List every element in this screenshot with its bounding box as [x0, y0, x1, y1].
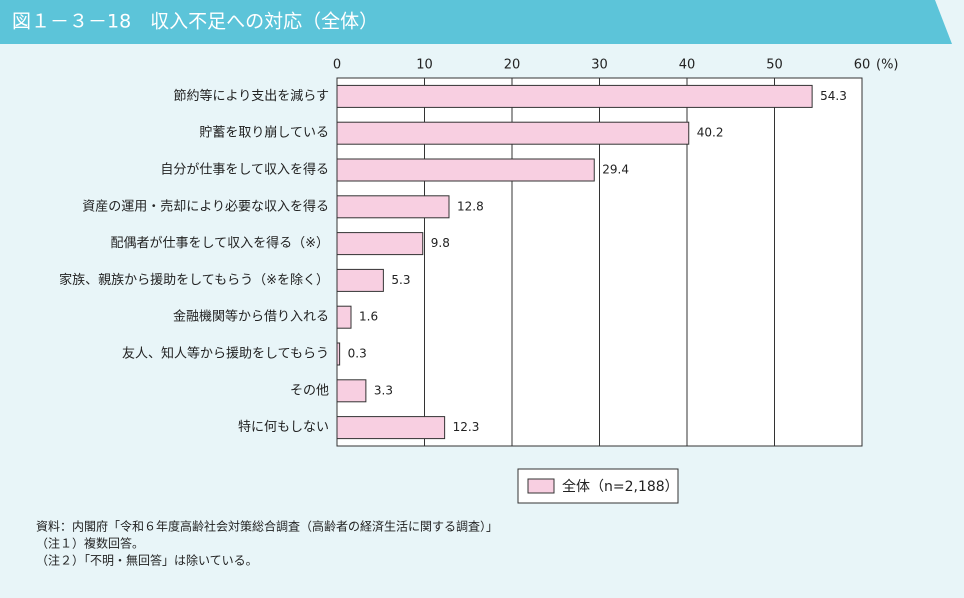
category-label: 配偶者が仕事をして収入を得る（※）: [110, 235, 329, 251]
bar: [336, 195, 450, 219]
bar: [336, 342, 341, 366]
bar: [336, 268, 384, 292]
value-label: 3.3: [374, 383, 393, 397]
x-tick-label: 60: [854, 58, 871, 73]
value-label: 40.2: [697, 126, 724, 140]
x-tick-label: 40: [679, 58, 696, 73]
x-tick-label: 50: [766, 58, 783, 73]
category-label: 自分が仕事をして収入を得る: [160, 162, 329, 178]
category-label: 金融機関等から借り入れる: [173, 309, 329, 325]
value-label: 29.4: [602, 163, 629, 177]
bar: [336, 416, 446, 440]
category-label: 家族、親族から援助をしてもらう（※を除く）: [59, 272, 329, 288]
note: 資料：内閣府「令和６年度高齢社会対策総合調査（高齢者の経済生活に関する調査）」: [36, 519, 498, 534]
value-label: 1.6: [359, 310, 378, 324]
note: （注１）複数回答。: [36, 536, 144, 551]
note: （注２）「不明・無回答」は除いている。: [36, 553, 258, 568]
category-label: その他: [290, 383, 329, 398]
category-label: 貯蓄を取り崩している: [199, 126, 329, 141]
legend-swatch: [527, 478, 555, 494]
x-axis-unit: (%): [876, 58, 899, 73]
category-label: 節約等により支出を減らす: [174, 88, 329, 104]
value-label: 12.3: [453, 420, 480, 434]
category-label: 友人、知人等から援助をしてもらう: [122, 346, 329, 362]
value-label: 54.3: [820, 89, 847, 103]
value-label: 9.8: [431, 236, 450, 250]
category-label: 特に何もしない: [238, 419, 329, 435]
category-label: 資産の運用・売却により必要な収入を得る: [82, 198, 329, 214]
bar: [336, 121, 690, 145]
value-label: 12.8: [457, 199, 484, 213]
header-bar: [0, 0, 952, 44]
bar: [336, 158, 595, 182]
x-tick-label: 20: [504, 58, 521, 73]
value-label: 5.3: [391, 273, 410, 287]
bar: [336, 232, 424, 256]
chart-title: 図１－３－18 収入不足への対応（全体）: [12, 11, 378, 33]
x-tick-label: 30: [591, 58, 608, 73]
legend-label: 全体（n=2,188）: [562, 478, 679, 495]
value-label: 0.3: [348, 347, 367, 361]
x-tick-label: 10: [416, 58, 433, 73]
bar: [336, 84, 813, 108]
bar: [336, 305, 352, 329]
bar: [336, 379, 367, 403]
x-tick-label: 0: [333, 58, 341, 73]
